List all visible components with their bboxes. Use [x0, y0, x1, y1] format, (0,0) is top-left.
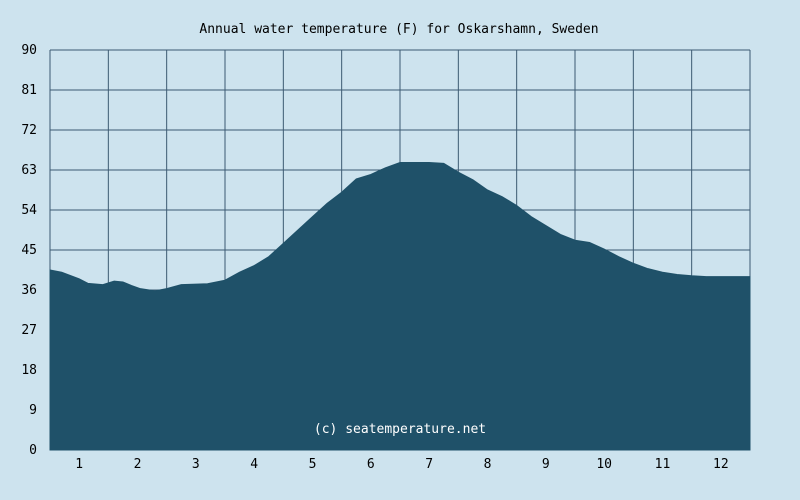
x-tick-label: 11 [655, 457, 671, 472]
y-tick-label: 72 [21, 123, 37, 138]
y-tick-label: 27 [21, 323, 37, 338]
y-tick-label: 90 [21, 43, 37, 58]
x-tick-label: 10 [596, 457, 612, 472]
x-tick-label: 9 [542, 457, 550, 472]
y-tick-label: 18 [21, 363, 37, 378]
x-tick-label: 4 [250, 457, 258, 472]
x-axis-ticks: 1 2 3 4 5 6 7 8 9 10 11 12 [75, 457, 728, 472]
y-tick-label: 36 [21, 283, 37, 298]
y-tick-label: 81 [21, 83, 37, 98]
x-tick-label: 5 [309, 457, 317, 472]
x-tick-label: 8 [484, 457, 492, 472]
x-tick-label: 3 [192, 457, 200, 472]
chart-title: Annual water temperature (F) for Oskarsh… [199, 22, 598, 37]
y-tick-label: 63 [21, 163, 37, 178]
x-tick-label: 12 [713, 457, 729, 472]
data-area [49, 161, 751, 451]
y-tick-label: 9 [29, 403, 37, 418]
y-tick-label: 45 [21, 243, 37, 258]
y-axis-ticks: 0 9 18 27 36 45 54 63 72 81 90 [21, 43, 37, 458]
watermark: (c) seatemperature.net [314, 422, 486, 437]
series-area [49, 161, 751, 451]
y-tick-label: 0 [29, 443, 37, 458]
x-tick-label: 2 [134, 457, 142, 472]
x-tick-label: 1 [75, 457, 83, 472]
x-tick-label: 7 [425, 457, 433, 472]
x-tick-label: 6 [367, 457, 375, 472]
y-tick-label: 54 [21, 203, 37, 218]
